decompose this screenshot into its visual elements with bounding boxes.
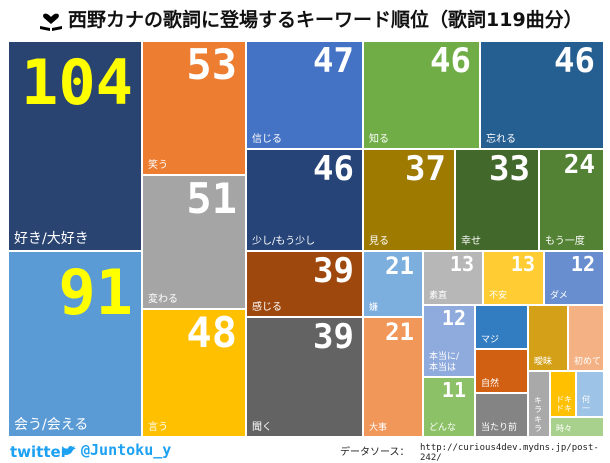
cell-value: 46 <box>313 149 354 189</box>
treemap-cell: 21 大事 <box>363 317 423 437</box>
cell-label: 幸せ <box>461 235 481 247</box>
cell-label: もう一度 <box>545 235 585 247</box>
treemap-cell: 33 幸せ <box>455 149 539 251</box>
twitter-bird-icon <box>62 445 76 455</box>
cell-label: 本当に/ 本当は <box>429 352 460 373</box>
cell-label: 変わる <box>148 293 178 305</box>
cell-value: 91 <box>58 256 133 329</box>
cell-label: 素直 <box>429 290 448 301</box>
cell-label: キラ キラ <box>534 396 542 433</box>
treemap-cell: 51 変わる <box>142 175 246 309</box>
treemap-cell: 39 感じる <box>246 251 363 317</box>
treemap-cell: 当たり前 <box>475 393 528 437</box>
treemap-cell: 46 忘れる <box>480 41 604 149</box>
cell-label: ドキ ドキ <box>556 394 572 413</box>
cell-value: 37 <box>405 149 446 189</box>
cell-label: 曖昧 <box>534 356 553 367</box>
treemap-cell: 11 どんな <box>423 377 475 437</box>
treemap-cell: 時々 <box>550 417 604 437</box>
cell-value: 24 <box>563 150 595 180</box>
cell-label: 会う/会える <box>14 416 89 433</box>
treemap-cell: 47 信じる <box>246 41 363 149</box>
treemap-cell: 104 好き/大好き <box>8 41 142 251</box>
heart-book-icon <box>40 13 62 31</box>
header: 西野カナの歌詞に登場するキーワード順位（歌詞119曲分） <box>0 0 610 40</box>
cell-label: 自然 <box>481 378 500 389</box>
cell-value: 46 <box>430 41 471 81</box>
source-url[interactable]: http://curious4dev.mydns.jp/post-242/ <box>420 443 599 463</box>
cell-value: 21 <box>385 252 414 280</box>
footer: twitter @Juntoku_y データソース： http://curiou… <box>0 437 610 463</box>
cell-label: ダメ <box>550 290 568 301</box>
page-title: 西野カナの歌詞に登場するキーワード順位（歌詞119曲分） <box>68 9 583 31</box>
cell-label: 当たり前 <box>481 422 518 433</box>
treemap-cell: 48 言う <box>142 309 246 437</box>
cell-label: 感じる <box>252 301 282 313</box>
cell-label: 少し/もう少し <box>252 235 316 247</box>
treemap-cell: 12 ダメ <box>544 251 604 305</box>
cell-label: 不安 <box>489 290 508 301</box>
cell-value: 48 <box>186 309 237 357</box>
cell-value: 12 <box>570 252 595 276</box>
treemap-cell: 24 もう一度 <box>539 149 604 251</box>
treemap-cell: 何 一 <box>576 371 604 417</box>
cell-value: 53 <box>186 41 237 89</box>
cell-value: 13 <box>449 252 474 276</box>
cell-label: 言う <box>148 421 168 433</box>
cell-value: 13 <box>510 252 535 276</box>
cell-value: 12 <box>441 306 466 330</box>
cell-label: 見る <box>369 235 389 247</box>
treemap-cell: 46 知る <box>363 41 480 149</box>
cell-label: 知る <box>369 133 389 145</box>
source-label: データソース： <box>340 447 410 458</box>
cell-label: 好き/大好き <box>14 230 89 247</box>
treemap-cell: ドキ ドキ <box>550 371 576 417</box>
treemap-cell: 91 会う/会える <box>8 251 142 437</box>
cell-value: 33 <box>489 149 530 189</box>
twitter-handle[interactable]: @Juntoku_y <box>81 441 172 459</box>
cell-label: 何 一 <box>582 394 590 413</box>
cell-label: 時々 <box>556 423 572 433</box>
cell-value: 11 <box>441 378 466 402</box>
treemap-cell: 13 不安 <box>483 251 544 305</box>
cell-label: 信じる <box>252 133 282 145</box>
treemap-cell: 21 嫌 <box>363 251 423 317</box>
cell-value: 39 <box>313 251 354 291</box>
treemap-cell: 53 笑う <box>142 41 246 175</box>
treemap-cell: 37 見る <box>363 149 455 251</box>
cell-label: 忘れる <box>486 133 516 145</box>
cell-value: 21 <box>385 318 414 346</box>
treemap-cell: 39 聞く <box>246 317 363 437</box>
treemap-cell: マジ <box>475 305 528 349</box>
treemap-cell: 13 素直 <box>423 251 483 305</box>
cell-value: 104 <box>21 46 133 119</box>
treemap-cell: 12 本当に/ 本当は <box>423 305 475 377</box>
cell-label: 初めて <box>574 356 602 367</box>
cell-label: どんな <box>429 422 457 433</box>
treemap-cell: 46 少し/もう少し <box>246 149 363 251</box>
cell-label: 嫌 <box>369 302 379 313</box>
cell-label: マジ <box>481 334 500 345</box>
treemap-cell: 自然 <box>475 349 528 393</box>
treemap-cell: 初めて <box>568 305 604 371</box>
cell-value: 51 <box>186 175 237 223</box>
cell-value: 46 <box>554 41 595 81</box>
cell-label: 大事 <box>369 422 388 433</box>
cell-label: 笑う <box>148 159 168 171</box>
twitter-logo[interactable]: twitter <box>10 443 69 461</box>
cell-value: 39 <box>313 317 354 357</box>
treemap-cell: 曖昧 <box>528 305 568 371</box>
treemap-chart: 104 好き/大好き 91 会う/会える 53 笑う 51 変わる 48 言う 47 信じる 46 知る 4… <box>8 41 604 437</box>
cell-label: 聞く <box>252 421 272 433</box>
cell-value: 47 <box>313 41 354 81</box>
treemap-cell: キラ キラ <box>528 371 550 437</box>
